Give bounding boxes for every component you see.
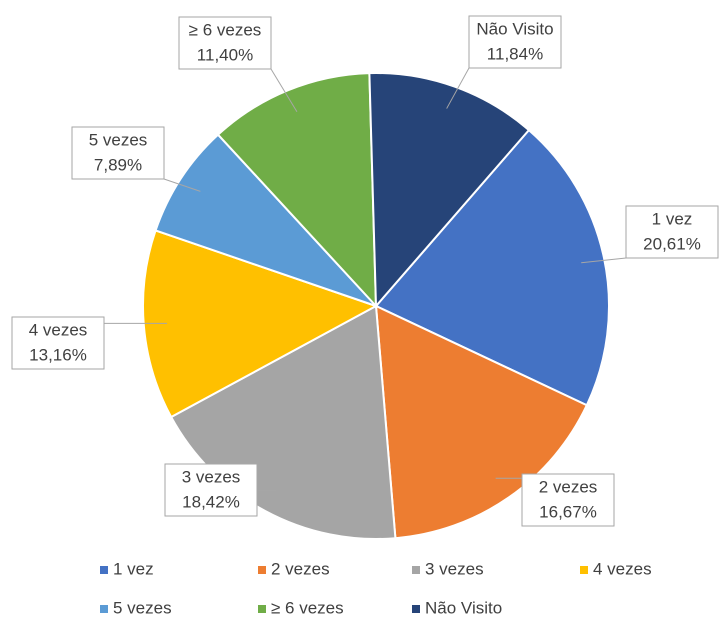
data-label: 20,61% <box>643 234 701 253</box>
data-label-name: Não Visito <box>476 19 553 38</box>
data-label-box <box>521 473 615 527</box>
legend-swatch <box>580 566 588 574</box>
legend-label: ≥ 6 vezes <box>271 598 344 617</box>
pie-slice <box>216 72 378 309</box>
legend-label: Não Visito <box>425 598 502 617</box>
legend-label: 4 vezes <box>593 559 652 578</box>
data-label: 11,40% <box>197 45 253 64</box>
data-label-box <box>625 205 719 259</box>
data-label-box <box>71 126 165 180</box>
legend-swatch <box>100 566 108 574</box>
data-label-name: 3 vezes <box>182 467 241 486</box>
legend-swatch <box>412 566 420 574</box>
callout-line <box>581 257 627 264</box>
legend-swatch <box>412 605 420 613</box>
pie-slice <box>154 133 377 307</box>
data-label: 13,16% <box>29 345 87 364</box>
legend-swatch <box>258 605 266 613</box>
data-label: 18,42% <box>182 492 240 511</box>
pie-slice <box>374 128 610 407</box>
data-label-name: 2 vezes <box>539 477 598 496</box>
legend-swatch <box>258 566 266 574</box>
data-label: 11,84% <box>487 44 543 63</box>
data-label: 16,67% <box>539 502 597 521</box>
data-label-box <box>11 316 105 370</box>
data-label-box <box>468 15 562 69</box>
data-label-name: ≥ 6 vezes <box>189 20 262 39</box>
data-label-name: 1 vez <box>652 209 693 228</box>
data-label-box <box>164 463 258 517</box>
legend-label: 5 vezes <box>113 598 172 617</box>
legend-label: 3 vezes <box>425 559 484 578</box>
data-label-box <box>178 16 272 70</box>
pie-slice <box>374 304 589 540</box>
callout-line <box>270 68 298 113</box>
legend-label: 1 vez <box>113 559 154 578</box>
callout-line <box>446 67 470 109</box>
pie-slice <box>368 72 531 309</box>
pie-slice <box>142 229 379 419</box>
data-label-name: 5 vezes <box>89 130 148 149</box>
legend-swatch <box>100 605 108 613</box>
legend-label: 2 vezes <box>271 559 330 578</box>
data-label: 7,89% <box>94 155 142 174</box>
callout-line <box>163 178 201 192</box>
data-label-name: 4 vezes <box>29 320 88 339</box>
